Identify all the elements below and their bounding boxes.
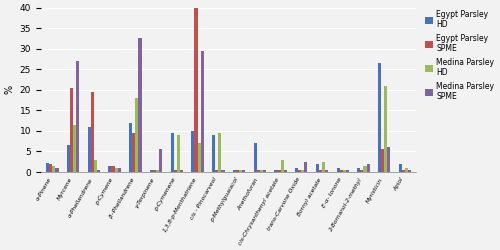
Bar [254,143,256,172]
Bar [295,168,298,172]
Bar [343,170,346,172]
Bar [239,170,242,172]
Bar [192,131,194,172]
Bar [236,170,239,172]
Bar [242,170,246,172]
Bar [222,170,224,172]
Bar [212,135,215,172]
Bar [284,170,286,172]
Bar [177,135,180,172]
Bar [52,166,56,172]
Bar [88,127,90,172]
Bar [408,170,411,172]
Bar [49,164,52,172]
Bar [136,98,138,172]
Bar [97,170,100,172]
Bar [340,170,343,172]
Bar [325,170,328,172]
Bar [302,170,304,172]
Bar [56,168,58,172]
Bar [388,147,390,172]
Bar [233,170,236,172]
Bar [194,8,198,172]
Bar [381,150,384,172]
Bar [263,170,266,172]
Bar [384,86,388,172]
Bar [360,170,364,172]
Bar [138,38,141,172]
Bar [108,166,112,172]
Bar [364,166,366,172]
Bar [304,162,308,172]
Bar [402,170,405,172]
Bar [94,160,97,172]
Bar [180,170,183,172]
Bar [76,61,80,172]
Bar [73,125,76,172]
Bar [399,164,402,172]
Bar [215,170,218,172]
Bar [159,150,162,172]
Bar [170,133,173,172]
Bar [218,133,222,172]
Bar [319,170,322,172]
Bar [336,168,340,172]
Bar [280,160,283,172]
Bar [346,170,349,172]
Bar [46,163,49,172]
Bar [156,170,159,172]
Bar [114,168,117,172]
Bar [200,51,204,172]
Bar [112,166,114,172]
Bar [378,63,381,172]
Bar [298,170,302,172]
Bar [129,123,132,172]
Y-axis label: %: % [4,85,14,94]
Bar [316,164,319,172]
Bar [278,170,280,172]
Bar [322,162,325,172]
Bar [90,92,94,172]
Legend: Egypt Parsley
HD, Egypt Parsley
SPME, Medina Parsley
HD, Medina Parsley
SPME: Egypt Parsley HD, Egypt Parsley SPME, Me… [424,8,496,102]
Bar [358,168,360,172]
Bar [132,133,136,172]
Bar [174,170,177,172]
Bar [366,164,370,172]
Bar [274,170,278,172]
Bar [153,170,156,172]
Bar [256,170,260,172]
Bar [150,170,153,172]
Bar [198,143,200,172]
Bar [260,170,263,172]
Bar [70,88,73,172]
Bar [405,168,408,172]
Bar [118,168,121,172]
Bar [67,145,70,172]
